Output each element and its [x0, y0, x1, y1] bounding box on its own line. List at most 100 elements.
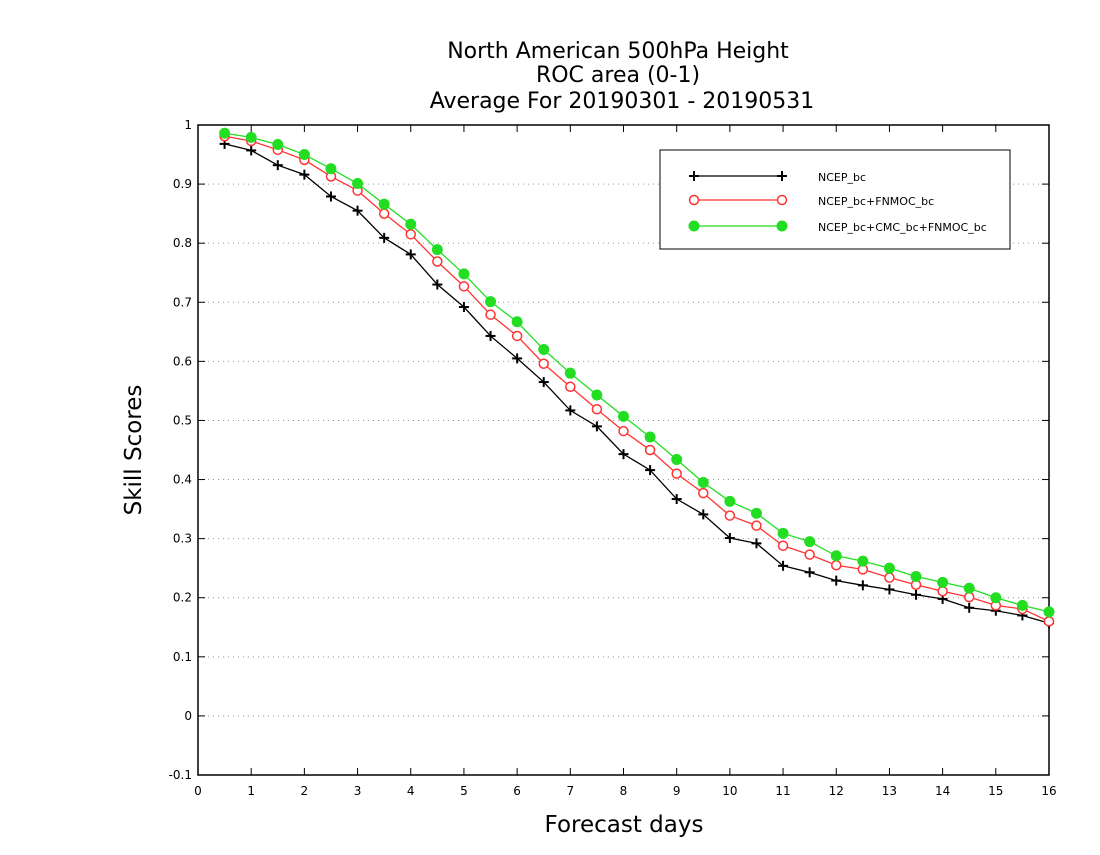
- data-point: [777, 527, 789, 539]
- data-point: [964, 602, 975, 613]
- series-3: [219, 127, 1055, 618]
- data-point: [804, 536, 816, 548]
- data-point: [564, 367, 576, 379]
- data-point: [857, 555, 869, 567]
- data-point: [750, 507, 762, 519]
- data-point: [724, 510, 736, 521]
- data-point: [963, 582, 975, 594]
- y-tick-label: 1: [184, 118, 192, 132]
- y-tick-label: 0: [184, 709, 192, 723]
- data-point: [963, 591, 975, 603]
- y-tick-label: 0.8: [173, 236, 192, 250]
- data-point: [937, 576, 949, 588]
- legend-marker: [688, 194, 700, 206]
- x-tick-label: 15: [988, 784, 1003, 798]
- legend-samples: [688, 171, 788, 232]
- y-tick-label: -0.1: [169, 768, 192, 782]
- x-tick-label: 1: [247, 784, 255, 798]
- data-point: [485, 296, 497, 308]
- data-point: [272, 139, 284, 150]
- data-point: [1016, 599, 1028, 611]
- data-point: [405, 218, 417, 230]
- data-point: [883, 562, 895, 574]
- data-point: [671, 494, 682, 505]
- data-point: [565, 405, 576, 416]
- y-tick-label: 0.3: [173, 532, 192, 546]
- x-tick-label: 13: [882, 784, 897, 798]
- data-point: [857, 580, 868, 591]
- y-tick-label: 0.4: [173, 473, 192, 487]
- data-point: [511, 330, 523, 342]
- x-tick-label: 16: [1041, 784, 1056, 798]
- data-point: [618, 425, 629, 437]
- data-point: [884, 572, 895, 583]
- x-tick-label: 10: [722, 784, 737, 798]
- x-tick-label: 7: [566, 784, 574, 798]
- data-point: [485, 309, 496, 320]
- data-point: [698, 509, 709, 520]
- x-tick-label: 14: [935, 784, 950, 798]
- data-point: [538, 377, 549, 388]
- data-point: [911, 589, 922, 600]
- y-tick-label: 0.6: [173, 354, 192, 368]
- data-point: [458, 302, 469, 312]
- data-point: [458, 268, 470, 280]
- x-tick-label: 3: [354, 784, 362, 798]
- data-point: [272, 160, 283, 171]
- y-tick-label: 0.2: [173, 591, 192, 605]
- series-group: [219, 127, 1055, 629]
- legend-label-3: NCEP_bc+CMC_bc+FNMOC_bc: [818, 221, 987, 234]
- x-axis-title: Forecast days: [545, 812, 704, 838]
- y-tick-label: 0.7: [173, 295, 192, 309]
- series-2: [219, 130, 1055, 627]
- data-point: [884, 584, 895, 595]
- data-point: [298, 149, 310, 161]
- data-point: [245, 131, 257, 143]
- data-point: [458, 281, 470, 292]
- data-point: [618, 410, 629, 422]
- y-axis: -0.1 0 0.1 0.2 0.3 0.4 0.5 0.6 0.7 0.8 0.9 1: [169, 118, 1049, 782]
- y-tick-label: 0.9: [173, 177, 192, 191]
- series-1: [219, 138, 1054, 629]
- data-point: [990, 592, 1002, 604]
- data-point: [697, 477, 709, 488]
- data-point: [432, 256, 443, 267]
- data-point: [591, 421, 602, 432]
- data-point: [645, 465, 656, 476]
- x-tick-label: 11: [775, 784, 790, 798]
- data-point: [511, 316, 523, 328]
- x-tick-label: 5: [460, 784, 468, 798]
- legend-label-1: NCEP_bc: [818, 171, 866, 184]
- data-point: [751, 538, 762, 549]
- x-tick-label: 6: [513, 784, 521, 798]
- data-point: [830, 550, 842, 562]
- data-point: [565, 381, 576, 393]
- x-axis: 0 1 2 3 4 5 6 7 8 9 10 11 12 13 14 15 16: [194, 125, 1057, 798]
- x-tick-label: 0: [194, 784, 202, 798]
- data-point: [778, 560, 789, 571]
- data-point: [246, 145, 257, 156]
- data-point: [804, 567, 815, 578]
- data-point: [644, 444, 656, 456]
- data-point: [724, 495, 736, 507]
- x-tick-label: 12: [829, 784, 844, 798]
- chart-title-line-3: Average For 20190301 - 20190531: [430, 89, 815, 114]
- legend-marker: [777, 171, 787, 181]
- legend-marker: [776, 194, 788, 206]
- data-point: [432, 279, 443, 290]
- y-axis-title: Skill Scores: [121, 385, 147, 516]
- data-point: [1043, 616, 1055, 627]
- data-point: [352, 205, 363, 216]
- data-point: [378, 208, 390, 219]
- data-point: [724, 533, 735, 544]
- data-point: [831, 575, 842, 586]
- data-point: [910, 570, 922, 582]
- data-point: [804, 549, 815, 560]
- data-point: [431, 244, 443, 256]
- legend-label-2: NCEP_bc+FNMOC_bc: [818, 195, 934, 208]
- y-tick-label: 0.5: [173, 413, 192, 427]
- data-point: [777, 540, 789, 551]
- data-point: [1043, 606, 1055, 618]
